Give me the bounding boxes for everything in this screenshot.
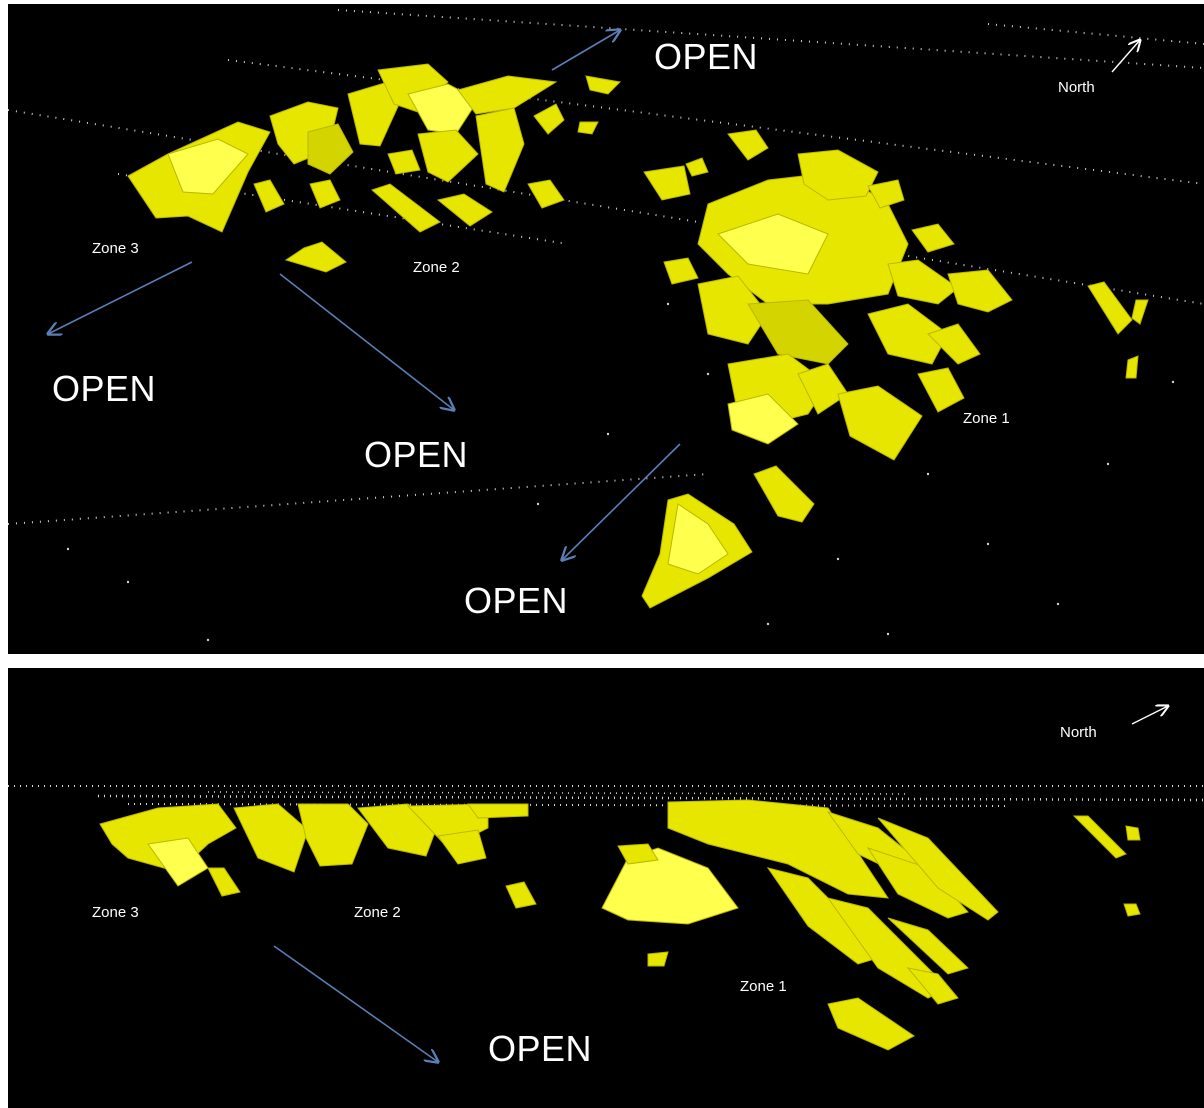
orebody-side-zone3-zone2 [99, 803, 537, 909]
arrow-icon [562, 443, 681, 560]
north-label: North [1058, 79, 1095, 96]
open-arrows [48, 30, 681, 560]
arrow-icon [551, 30, 620, 71]
zone-1-label: Zone 1 [963, 410, 1010, 427]
side-view-panel: OPEN Zone 3 Zone 2 Zone 1 North [8, 668, 1204, 1108]
oblique-view-canvas [8, 9, 1204, 642]
orebody-side-zone1 [601, 799, 1141, 1051]
open-label-south: OPEN [364, 434, 469, 475]
arrow-icon [273, 945, 438, 1062]
open-label-side: OPEN [488, 1028, 593, 1069]
orebody-zone3-zone2 [127, 63, 622, 273]
zone-2-label: Zone 2 [413, 259, 460, 276]
drillhole-collars [8, 785, 1204, 807]
zone-2-label-side: Zone 2 [354, 904, 401, 921]
north-arrow-icon [1111, 40, 1140, 73]
north-arrow-icon [1131, 706, 1168, 725]
open-label-north: OPEN [654, 36, 759, 77]
north-label-side: North [1060, 724, 1097, 741]
open-label-southwest: OPEN [464, 580, 569, 621]
scattered-points [66, 302, 1175, 642]
zone-1-label-side: Zone 1 [740, 978, 787, 995]
oblique-view-panel: OPEN OPEN OPEN OPEN Zone 3 Zone 2 Zone 1… [8, 4, 1204, 654]
zone-3-label: Zone 3 [92, 240, 139, 257]
open-label-west: OPEN [52, 368, 157, 409]
orebody-zone1 [641, 129, 1149, 609]
arrow-icon [279, 273, 454, 410]
drillhole-traces [8, 9, 1204, 525]
zone-3-label-side: Zone 3 [92, 904, 139, 921]
arrow-icon [48, 261, 193, 334]
side-view-canvas [8, 668, 1204, 1108]
